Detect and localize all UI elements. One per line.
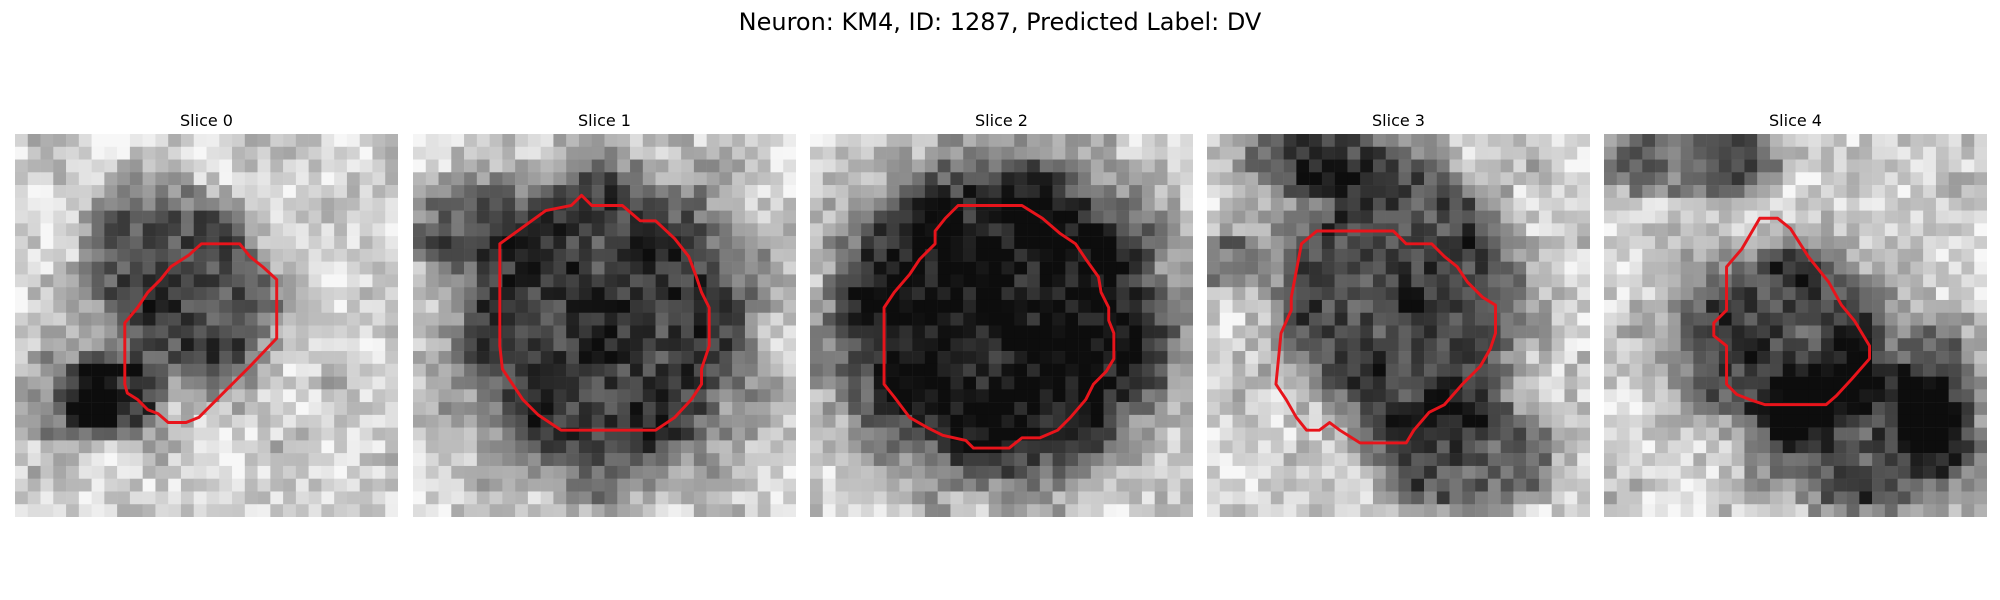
slice-title: Slice 0 bbox=[180, 111, 233, 130]
slice-panel-2: Slice 2 bbox=[810, 108, 1193, 517]
roi-contour bbox=[498, 193, 711, 432]
slice-image bbox=[1207, 134, 1590, 517]
slice-panel-0: Slice 0 bbox=[15, 108, 398, 517]
figure-title: Neuron: KM4, ID: 1287, Predicted Label: … bbox=[738, 8, 1262, 36]
slice-image bbox=[810, 134, 1193, 517]
roi-contour bbox=[123, 242, 279, 424]
slice-panel-4: Slice 4 bbox=[1604, 108, 1987, 517]
slice-image bbox=[1604, 134, 1987, 517]
roi-contour bbox=[1274, 229, 1497, 445]
slice-image bbox=[15, 134, 398, 517]
slice-image bbox=[413, 134, 796, 517]
roi-contour bbox=[882, 204, 1116, 450]
slice-title: Slice 2 bbox=[975, 111, 1028, 130]
slice-title: Slice 3 bbox=[1372, 111, 1425, 130]
slice-panel-1: Slice 1 bbox=[413, 108, 796, 517]
roi-contour bbox=[1712, 216, 1872, 407]
slice-title: Slice 1 bbox=[578, 111, 631, 130]
slice-title: Slice 4 bbox=[1769, 111, 1822, 130]
slice-panel-3: Slice 3 bbox=[1207, 108, 1590, 517]
